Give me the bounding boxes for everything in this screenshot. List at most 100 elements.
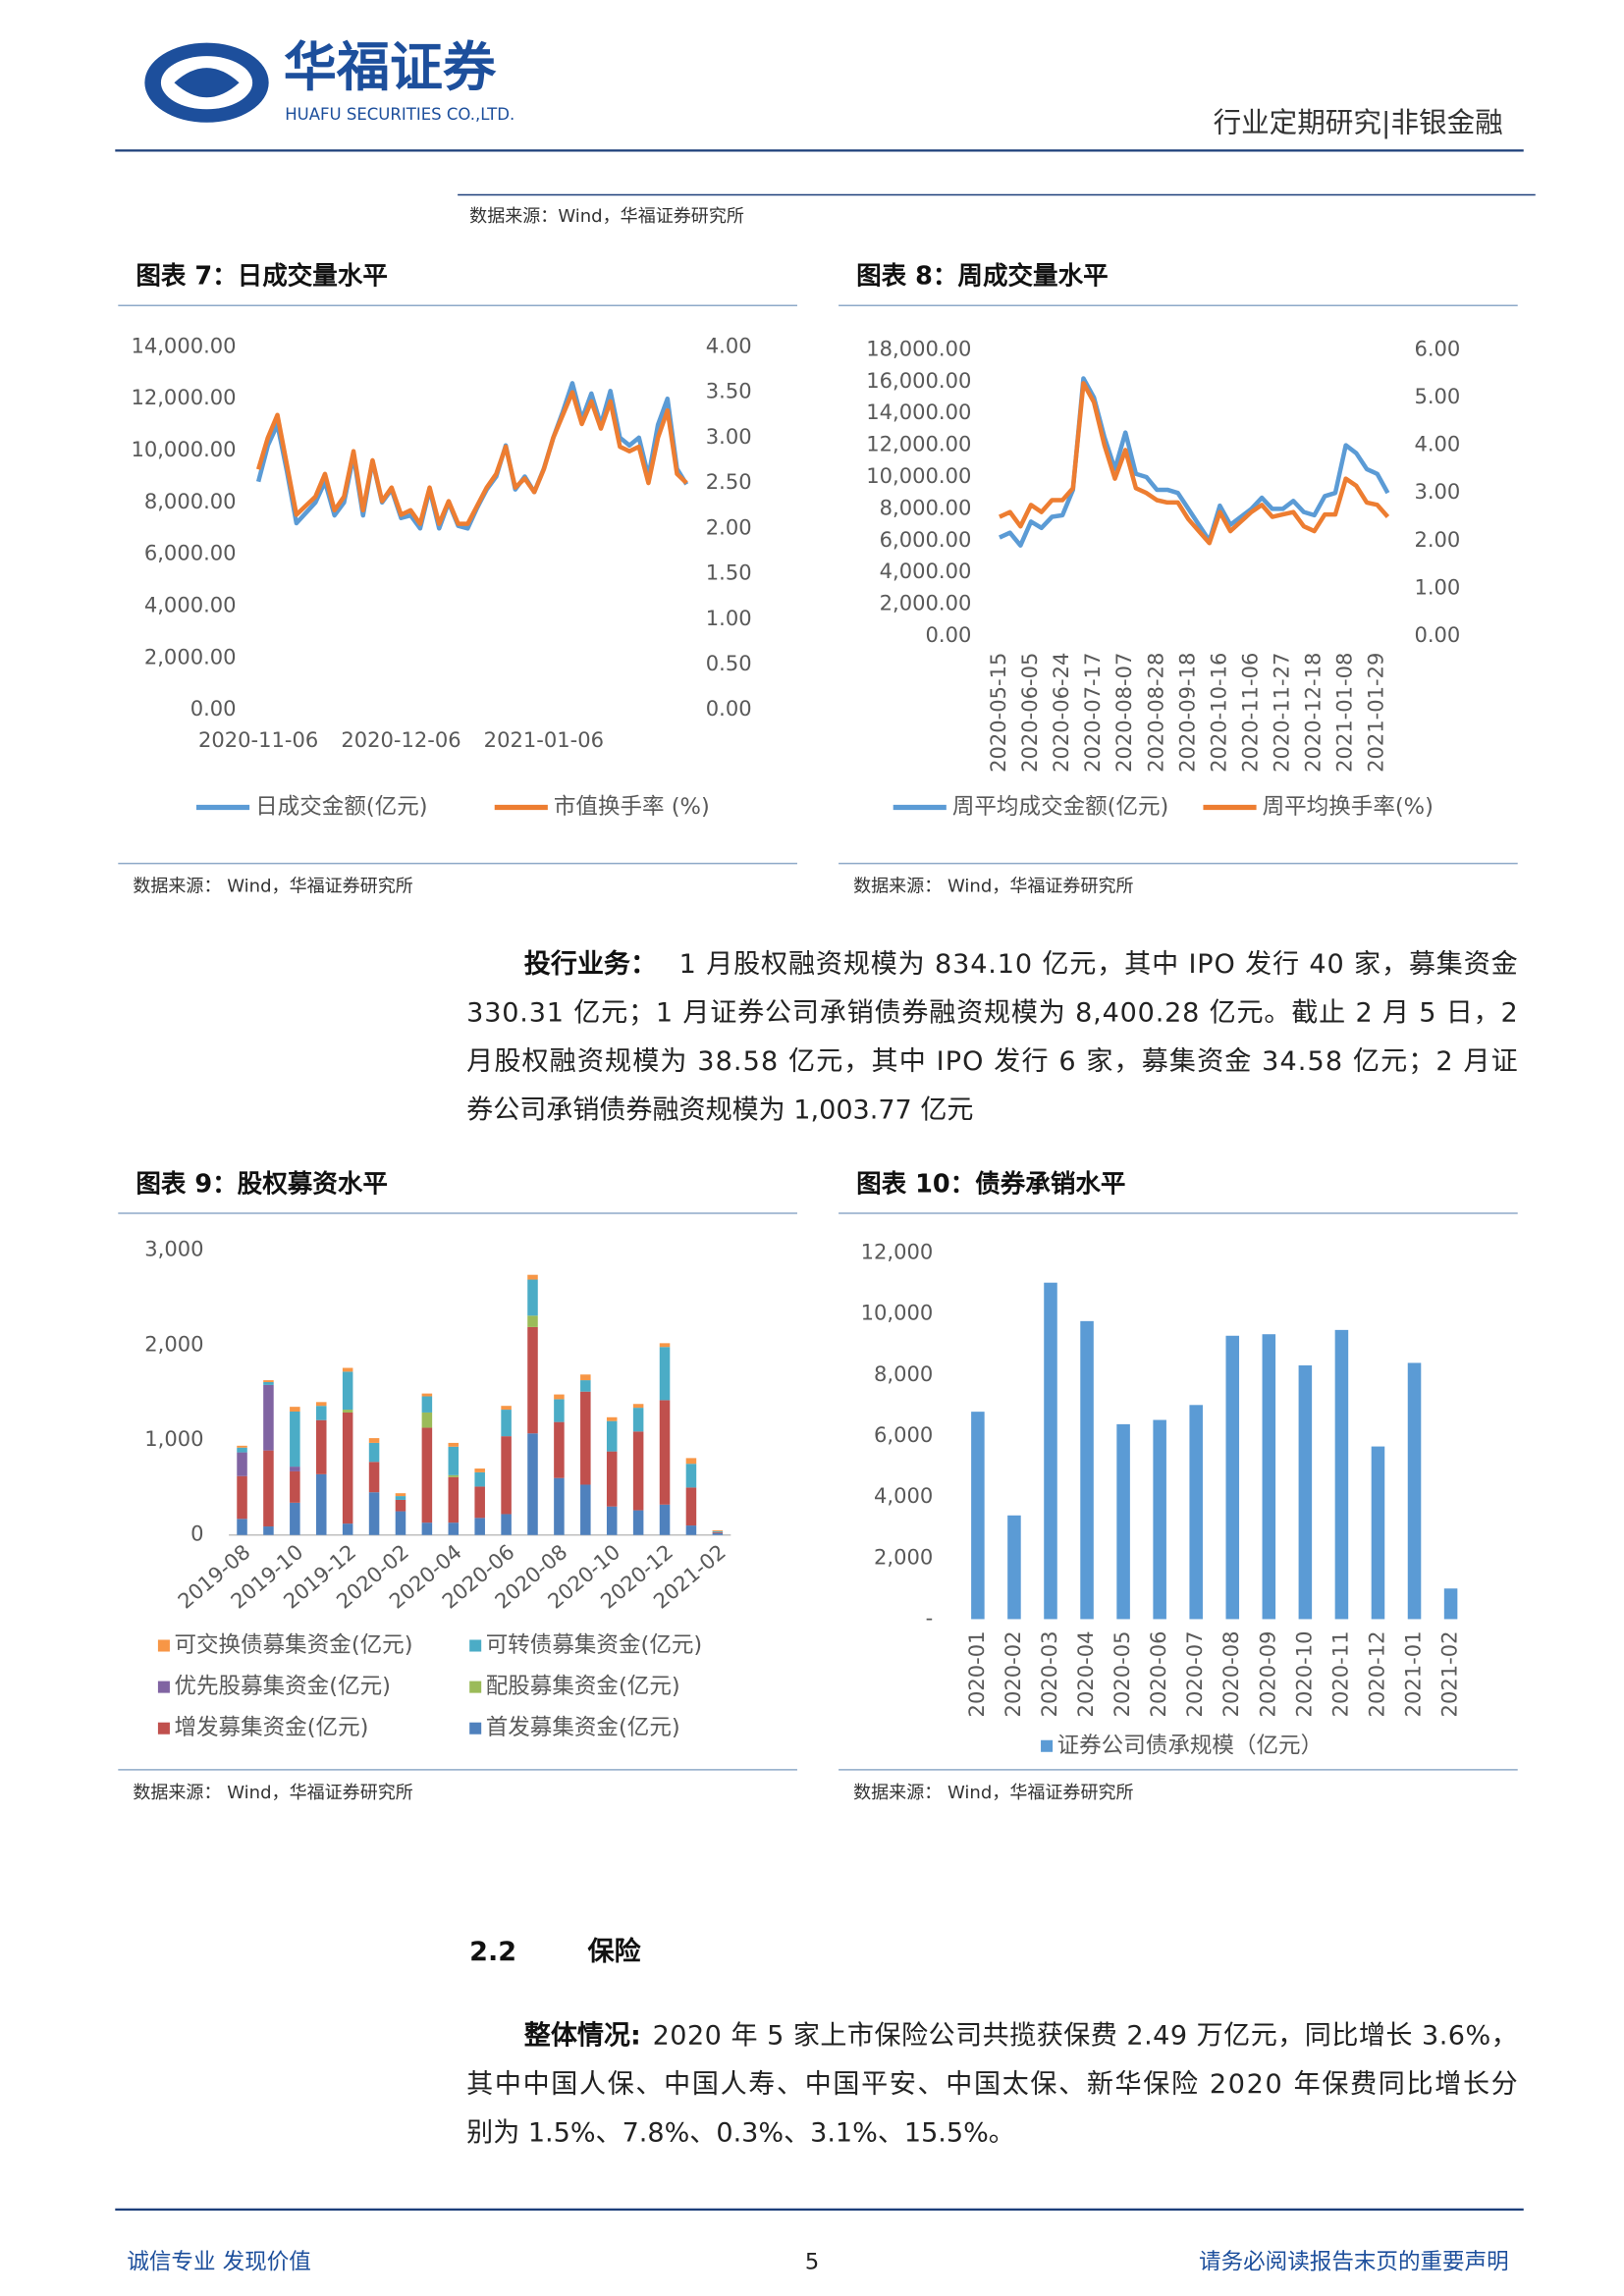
y-tick-label: 14,000.00 (866, 400, 971, 424)
x-tick-label: 2020-08-07 (1111, 653, 1136, 773)
bar (368, 1438, 380, 1443)
y-tick-label: 18,000.00 (866, 336, 971, 360)
bar (580, 1380, 591, 1392)
bar (527, 1326, 538, 1434)
bar (1080, 1320, 1094, 1620)
y-tick-label: 0 (190, 1522, 203, 1546)
x-tick-label: 2020-07 (1182, 1630, 1207, 1717)
bar (448, 1474, 460, 1477)
bar (501, 1514, 512, 1535)
bar (580, 1374, 591, 1381)
y-tick-label: 2,000 (874, 1544, 933, 1569)
x-tick-label: 2021-01-08 (1332, 653, 1357, 773)
bar (290, 1470, 300, 1503)
bar (501, 1410, 512, 1437)
bar (712, 1530, 724, 1532)
bar (554, 1394, 565, 1400)
bar (315, 1419, 327, 1474)
logo-cn: 华福证券 (284, 36, 497, 98)
chart-source: 数据来源： Wind，华福证券研究所 (133, 877, 412, 897)
x-tick-label: 2020-12-18 (1301, 653, 1326, 773)
legend-label: 市值换手率 (%) (554, 794, 710, 820)
y-tick-label: 10,000.00 (866, 463, 971, 488)
bar (1443, 1588, 1458, 1620)
x-tick-label: 2020-08-28 (1143, 653, 1167, 773)
y-tick-label: 2,000 (144, 1331, 203, 1356)
y2-tick-label: 3.50 (706, 379, 752, 403)
bar (1298, 1364, 1313, 1620)
x-tick-label: 2020-08 (1218, 1630, 1243, 1717)
bar (1044, 1282, 1057, 1620)
bar (263, 1450, 274, 1527)
y-tick-label: 4,000.00 (144, 593, 237, 617)
y2-tick-label: 0.50 (706, 651, 752, 675)
bar (554, 1399, 565, 1422)
chart-title: 图表 10：债券承销水平 (856, 1169, 1125, 1199)
x-tick-label: 2021-01-29 (1364, 653, 1388, 773)
bar (342, 1371, 353, 1411)
paragraph-lead: 投行业务： (524, 948, 657, 980)
top-source: 数据来源：Wind，华福证券研究所 (469, 206, 744, 227)
x-tick-label: 2020-10-16 (1206, 653, 1230, 773)
bar (527, 1274, 538, 1280)
chart-source: 数据来源： Wind，华福证券研究所 (853, 1783, 1133, 1803)
bar (1407, 1362, 1422, 1620)
bar (474, 1486, 485, 1519)
y-tick-label: 8,000.00 (144, 489, 237, 513)
bar (501, 1436, 512, 1515)
bar (659, 1504, 671, 1535)
y2-tick-label: 5.00 (1414, 384, 1460, 408)
bar (1116, 1423, 1130, 1620)
bar (580, 1391, 591, 1485)
legend-label: 证券公司债承规模（亿元） (1057, 1733, 1324, 1758)
y-tick-label: 16,000.00 (866, 368, 971, 393)
bar (659, 1343, 671, 1348)
bar (290, 1467, 300, 1471)
bar (712, 1531, 724, 1533)
paragraph-line: 2020 年 5 家上市保险公司共揽获保费 2.49 万亿元，同比增长 3.6%… (653, 2020, 1518, 2051)
bar (606, 1416, 618, 1421)
x-tick-label: 2020-05 (1110, 1630, 1134, 1717)
y-tick-label: - (926, 1605, 934, 1629)
paragraph-line: 1 月股权融资规模为 834.10 亿元，其中 IPO 发行 40 家，募集资金 (679, 949, 1518, 980)
bar (685, 1487, 697, 1526)
chart-source: 数据来源： Wind，华福证券研究所 (133, 1783, 412, 1803)
bar (606, 1451, 618, 1507)
bar (1334, 1329, 1349, 1620)
bar (971, 1412, 985, 1620)
y-tick-label: 8,000 (874, 1362, 933, 1386)
bar (1262, 1334, 1276, 1620)
y2-tick-label: 1.50 (706, 561, 752, 585)
y2-tick-label: 3.00 (1414, 479, 1460, 504)
y-tick-label: 10,000.00 (131, 437, 236, 461)
bar (632, 1404, 644, 1409)
bar (1007, 1515, 1021, 1620)
y-tick-label: 6,000.00 (144, 541, 237, 565)
paragraph-line: 其中中国人保、中国人寿、中国平安、中国太保、新华保险 2020 年保费同比增长分 (466, 2069, 1518, 2100)
bar (368, 1442, 380, 1463)
bar (448, 1446, 460, 1475)
bar (474, 1468, 485, 1472)
bar (712, 1532, 724, 1535)
bar (263, 1380, 274, 1383)
legend-swatch (157, 1681, 170, 1693)
legend-label: 日成交金额(亿元) (255, 794, 427, 820)
y-tick-label: 4,000 (874, 1483, 933, 1508)
bar (1225, 1335, 1240, 1620)
bar (395, 1499, 406, 1512)
y-tick-label: 2,000.00 (144, 644, 237, 668)
legend-label: 可交换债募集资金(亿元) (174, 1632, 412, 1658)
bar (1189, 1405, 1203, 1620)
bar (448, 1522, 460, 1535)
bar (527, 1315, 538, 1327)
legend-swatch (469, 1681, 482, 1693)
bar (421, 1522, 433, 1535)
bar (632, 1431, 644, 1511)
bar (1371, 1446, 1385, 1620)
section-number: 2.2 (469, 1937, 516, 1967)
bar (421, 1393, 433, 1397)
y-tick-label: 10,000 (861, 1301, 934, 1325)
x-tick-label: 2020-12 (1364, 1630, 1388, 1717)
paragraph-line: 月股权融资规模为 38.58 亿元，其中 IPO 发行 6 家，募集资金 34.… (466, 1046, 1518, 1077)
y2-tick-label: 1.00 (1414, 574, 1460, 599)
